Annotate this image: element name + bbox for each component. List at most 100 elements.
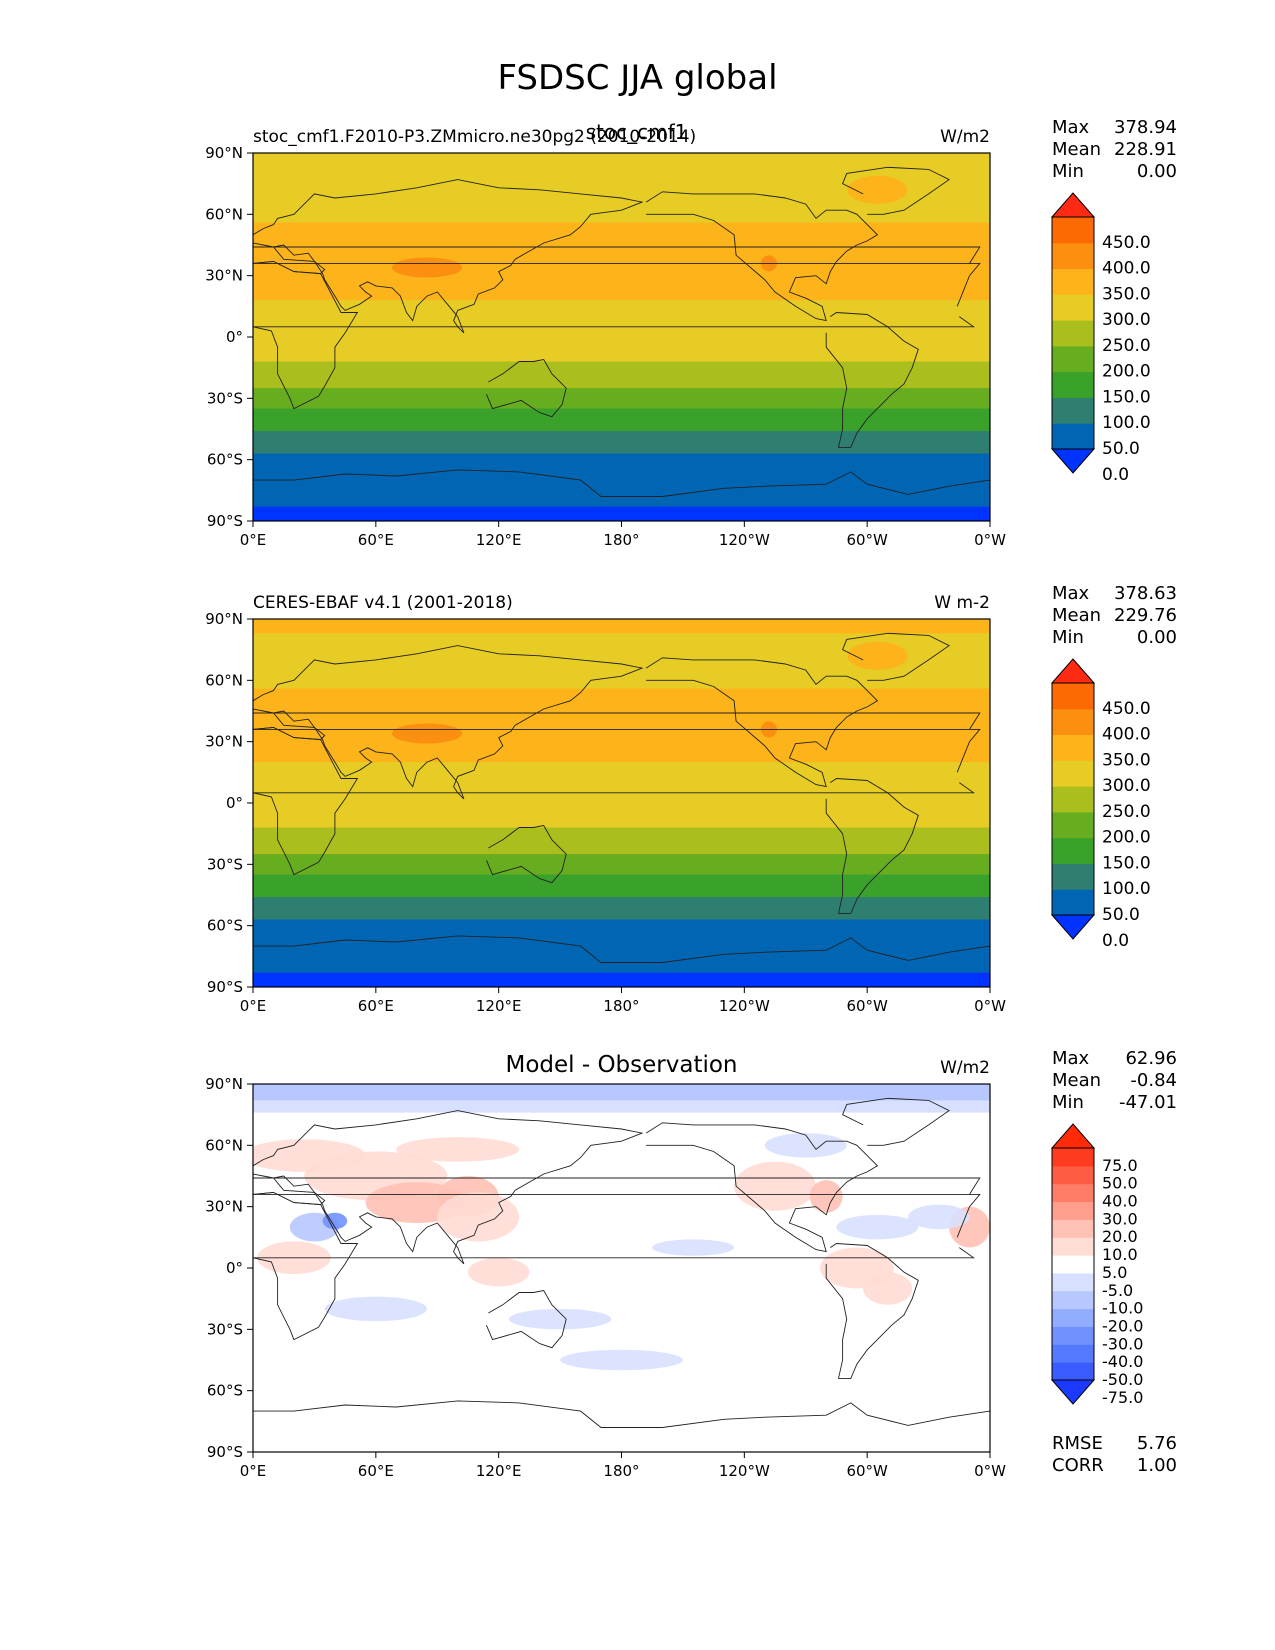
map-field: [253, 1084, 990, 1452]
colorbar-tick-label: -40.0: [1102, 1352, 1143, 1371]
colorbar-extend-min: [1050, 914, 1096, 940]
stat-max-label: Max: [1052, 1048, 1090, 1069]
colorbar-tick-label: 50.0: [1102, 439, 1140, 459]
map-panel-1: 0°E 60°E 120°E 180° 120°W 60°W 0°W 90°N 60°N 30°N…: [205, 117, 1177, 549]
colorbar-segment: [1052, 683, 1094, 710]
colorbar-segment: [1052, 811, 1094, 839]
x-tick-label: 0°E: [240, 531, 267, 549]
lat-band: [253, 408, 990, 432]
colorbar-segment: [1052, 863, 1094, 890]
colorbar-tick-label: 250.0: [1102, 336, 1151, 356]
stat-min-label: Min: [1052, 161, 1084, 182]
coastline: [253, 260, 359, 410]
colorbar-segment: [1052, 1255, 1094, 1274]
x-tick-label: 180°: [603, 1462, 639, 1480]
lat-band: [253, 874, 990, 898]
panel-left-title: CERES-EBAF v4.1 (2001-2018): [253, 593, 513, 613]
difference-anomaly: [508, 1308, 612, 1330]
rmse-label: RMSE: [1052, 1433, 1103, 1454]
colorbar-frame: [1051, 1147, 1095, 1381]
rmse-value: 5.76: [1137, 1433, 1177, 1454]
corr-label: CORR: [1052, 1455, 1104, 1476]
colorbar-tick-label: 150.0: [1102, 387, 1151, 407]
x-tick-label: 0°W: [974, 997, 1006, 1015]
colorbar-tick-label: -30.0: [1102, 1334, 1143, 1353]
lat-band: [253, 300, 990, 334]
difference-anomaly: [764, 1133, 847, 1158]
colorbar-tick-label: 100.0: [1102, 879, 1151, 899]
y-tick-label: 60°S: [207, 917, 243, 935]
stat-mean-value: 228.91: [1114, 139, 1177, 160]
y-tick-label: 0°: [226, 1259, 243, 1277]
difference-anomaly: [908, 1204, 970, 1230]
lat-band: [253, 919, 990, 974]
stat-mean-value: 229.76: [1114, 605, 1177, 626]
y-tick-label: 30°S: [207, 1320, 243, 1338]
lat-band: [253, 1100, 990, 1114]
y-tick-label: 30°S: [207, 389, 243, 407]
colorbar-segment: [1052, 760, 1094, 787]
lat-band: [253, 972, 990, 987]
coastline: [645, 1122, 879, 1253]
coastline: [825, 312, 919, 448]
stat-max-value: 62.96: [1125, 1048, 1177, 1069]
y-tick-label: 90°N: [205, 144, 243, 162]
coastline: [253, 728, 981, 794]
colorbar-tick-label: -10.0: [1102, 1299, 1143, 1318]
x-tick-label: 60°E: [358, 531, 394, 549]
coastline: [253, 1110, 644, 1265]
colorbar-segment: [1052, 371, 1094, 398]
coastline: [253, 1191, 359, 1341]
stat-mean-label: Mean: [1052, 605, 1101, 626]
difference-anomaly: [809, 1180, 843, 1213]
y-tick-label: 90°N: [205, 610, 243, 628]
x-tick-label: 120°W: [719, 531, 770, 549]
stat-min-label: Min: [1052, 627, 1084, 648]
difference-anomaly: [652, 1239, 735, 1256]
colorbar-segment: [1052, 294, 1094, 321]
lat-band: [253, 827, 990, 855]
coastline: [825, 1243, 919, 1379]
colorbar-segment: [1052, 1201, 1094, 1220]
colorbar-segment: [1052, 397, 1094, 424]
colorbar-tick-label: 400.0: [1102, 259, 1151, 279]
colorbar-tick-label: 250.0: [1102, 802, 1151, 822]
colorbar-segment: [1052, 345, 1094, 373]
stat-max-value: 378.94: [1114, 117, 1177, 138]
lat-band: [253, 854, 990, 876]
colorbar-segment: [1052, 217, 1094, 244]
colorbar-tick-label: 100.0: [1102, 413, 1151, 433]
colorbar-segment: [1052, 1219, 1094, 1238]
lat-band: [253, 688, 990, 763]
lat-band: [253, 897, 990, 921]
colorbar-extend-max: [1050, 1123, 1096, 1149]
stat-max-label: Max: [1052, 117, 1090, 138]
y-tick-label: 30°N: [205, 267, 243, 285]
colorbar-extend-min: [1050, 1379, 1096, 1405]
lat-band: [253, 453, 990, 508]
x-tick-label: 60°W: [846, 997, 888, 1015]
lat-band: [253, 431, 990, 455]
stat-min-value: -47.01: [1119, 1092, 1177, 1113]
figure-title: FSDSC JJA global: [497, 58, 778, 98]
colorbar-tick-label: 450.0: [1102, 233, 1151, 253]
coastline: [645, 191, 879, 322]
colorbar-frame: [1051, 682, 1095, 916]
colorbar-segment: [1052, 1183, 1094, 1203]
difference-anomaly: [836, 1214, 919, 1240]
stat-min-value: 0.00: [1137, 161, 1177, 182]
colorbar-segment: [1052, 1326, 1094, 1345]
stat-max-label: Max: [1052, 583, 1090, 604]
x-tick-label: 120°E: [476, 531, 522, 549]
lat-band: [253, 619, 990, 634]
stat-mean-label: Mean: [1052, 139, 1101, 160]
map-field: [253, 619, 990, 987]
colorbar-segment: [1052, 837, 1094, 864]
colorbar-3: 75.050.040.030.020.010.05.0-5.0-10.0-20.…: [1050, 1123, 1143, 1407]
colorbar-tick-label: 450.0: [1102, 699, 1151, 719]
colorbar-tick-label: -50.0: [1102, 1370, 1143, 1389]
colorbar-segment: [1052, 1344, 1094, 1363]
colorbar-segment: [1052, 889, 1094, 916]
greenland-region: [847, 641, 908, 670]
